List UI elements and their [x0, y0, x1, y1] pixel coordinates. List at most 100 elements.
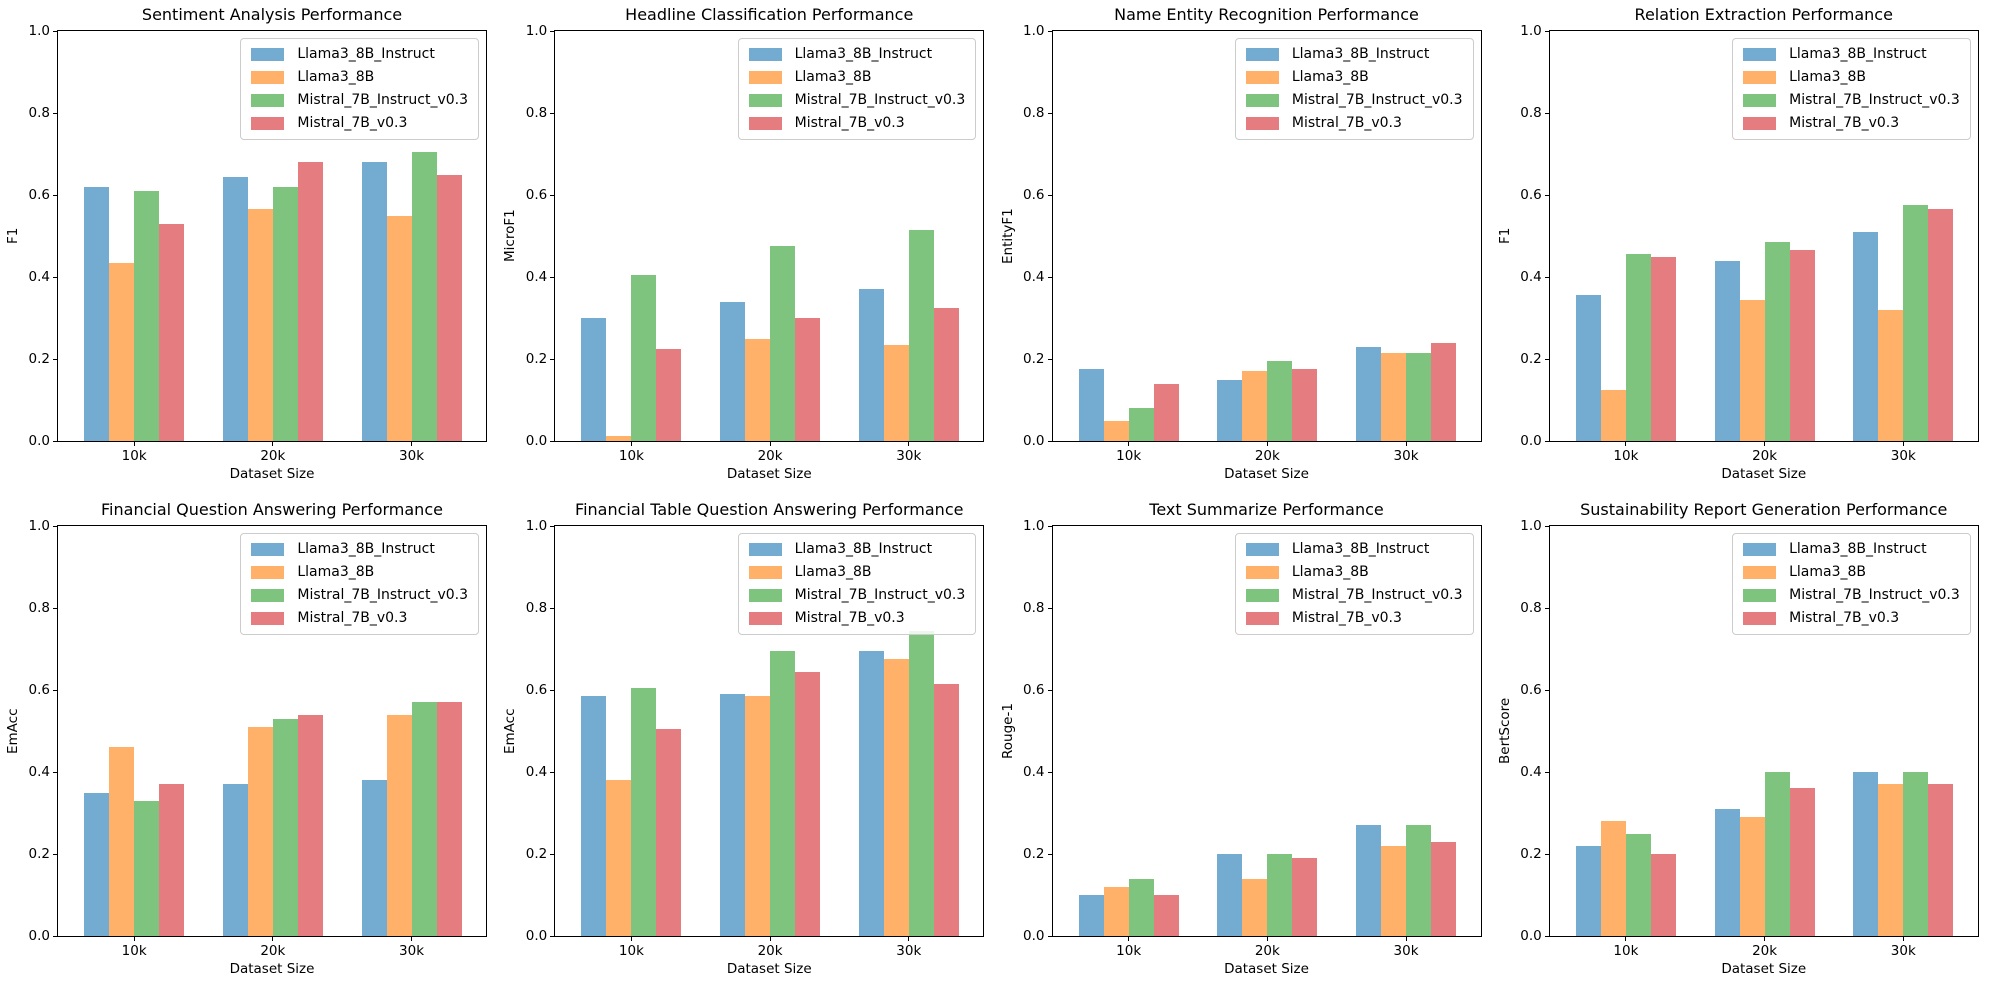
chart-title: Name Entity Recognition Performance [1114, 5, 1419, 24]
legend-label: Mistral_7B_Instruct_v0.3 [794, 92, 966, 108]
y-tick-mark [550, 440, 556, 442]
subplot-sustainability-report-generation: Sustainability Report Generation Perform… [1492, 495, 1989, 990]
y-tick-mark [1544, 935, 1550, 937]
bar-Llama3_8B_Instruct-30k [361, 162, 387, 441]
bar-Mistral_7B_Instruct_v0.3-30k [908, 630, 934, 936]
legend-label: Llama3_8B [1291, 69, 1369, 85]
bar-Llama3_8B_Instruct-20k [720, 301, 746, 441]
y-tick-label: 0.6 [1023, 682, 1045, 698]
y-tick-mark [550, 358, 556, 360]
legend-swatch [748, 48, 782, 61]
legend-entry: Llama3_8B [1743, 70, 1960, 85]
legend-label: Llama3_8B_Instruct [794, 541, 933, 557]
y-tick-mark [550, 194, 556, 196]
bar-Mistral_7B_v0.3-20k [795, 671, 821, 936]
y-tick-mark [53, 112, 58, 114]
bar-Llama3_8B-20k [247, 726, 273, 936]
legend-label: Mistral_7B_v0.3 [1789, 610, 1900, 626]
legend-label: Llama3_8B_Instruct [1291, 541, 1430, 557]
x-tick-mark [133, 936, 135, 941]
y-tick-label: 0.6 [28, 682, 50, 698]
y-tick-label: 0.0 [1023, 928, 1045, 944]
y-tick-mark [1047, 935, 1053, 937]
bar-Mistral_7B_Instruct_v0.3-30k [908, 229, 934, 441]
x-tick-label: 10k [618, 943, 644, 959]
x-tick-label: 30k [399, 943, 425, 959]
legend-swatch [251, 612, 285, 625]
y-tick-label: 0.0 [525, 433, 548, 449]
legend-entry: Llama3_8B_Instruct [1245, 47, 1463, 62]
bar-Llama3_8B_Instruct-20k [222, 784, 248, 936]
legend-label: Llama3_8B [1789, 564, 1867, 580]
x-tick-mark [1902, 936, 1904, 941]
bar-Llama3_8B_Instruct-20k [1714, 808, 1740, 936]
y-tick-mark [53, 358, 58, 360]
x-tick-mark [630, 441, 632, 446]
bar-Llama3_8B-10k [606, 436, 632, 441]
bar-Llama3_8B-10k [606, 780, 632, 936]
subplot-financial-table-question-answering: Financial Table Question Answering Perfo… [497, 495, 994, 990]
y-tick-label: 0.4 [1023, 764, 1045, 780]
legend-swatch [251, 589, 285, 602]
x-tick-mark [1405, 936, 1407, 941]
bar-Llama3_8B_Instruct-10k [581, 696, 607, 936]
bar-Mistral_7B_Instruct_v0.3-10k [631, 687, 657, 936]
legend-entry: Mistral_7B_v0.3 [748, 116, 966, 131]
y-tick-label: 0.2 [1023, 351, 1045, 367]
y-tick-mark [1047, 30, 1053, 32]
y-tick-label: 0.6 [1520, 187, 1542, 203]
y-tick-mark [1544, 440, 1550, 442]
y-tick-label: 0.6 [28, 187, 50, 203]
bar-Mistral_7B_v0.3-30k [933, 683, 959, 936]
legend-swatch [1743, 94, 1777, 107]
y-tick-mark [550, 607, 556, 609]
y-tick-mark [53, 440, 58, 442]
bar-Llama3_8B_Instruct-10k [1575, 845, 1601, 936]
bar-Mistral_7B_Instruct_v0.3-20k [1267, 854, 1293, 936]
subplot-financial-question-answering: Financial Question Answering Performance… [0, 495, 497, 990]
legend-swatch [1245, 612, 1279, 625]
bar-Mistral_7B_Instruct_v0.3-10k [1128, 878, 1154, 936]
bar-Llama3_8B-10k [109, 262, 135, 441]
legend: Llama3_8B_Instruct Llama3_8B Mistral_7B_In… [737, 533, 977, 635]
legend: Llama3_8B_Instruct Llama3_8B Mistral_7B_In… [1732, 38, 1971, 140]
legend: Llama3_8B_Instruct Llama3_8B Mistral_7B_In… [240, 38, 479, 140]
y-tick-mark [1544, 194, 1550, 196]
legend-swatch [251, 566, 285, 579]
legend-entry: Mistral_7B_v0.3 [748, 611, 966, 626]
y-tick-label: 1.0 [525, 518, 548, 534]
y-tick-mark [550, 853, 556, 855]
legend-swatch [1743, 589, 1777, 602]
legend: Llama3_8B_Instruct Llama3_8B Mistral_7B_In… [1234, 38, 1474, 140]
bar-Mistral_7B_Instruct_v0.3-20k [770, 246, 796, 441]
x-tick-mark [411, 936, 413, 941]
bar-Mistral_7B_Instruct_v0.3-10k [134, 190, 160, 441]
y-axis-label: EntityF1 [999, 208, 1016, 264]
bar-Mistral_7B_v0.3-10k [159, 223, 185, 441]
bar-Llama3_8B-30k [1381, 845, 1407, 936]
bar-Mistral_7B_Instruct_v0.3-20k [272, 186, 298, 441]
bar-Mistral_7B_Instruct_v0.3-30k [411, 151, 437, 441]
x-tick-mark [1902, 441, 1904, 446]
chart-title: Sentiment Analysis Performance [141, 5, 403, 24]
plot-area: 0.0 0.2 0.4 0.6 0.8 1.0 10k 20k 30k Llama3_8B_Ins… [1023, 23, 1482, 464]
x-tick-label: 30k [1393, 943, 1419, 959]
x-tick-label: 10k [618, 448, 644, 464]
legend-swatch [1743, 117, 1777, 130]
x-axis-label: Dataset Size [726, 961, 812, 977]
x-axis-label: Dataset Size [1721, 961, 1807, 977]
bar-Mistral_7B_Instruct_v0.3-10k [631, 274, 657, 441]
bar-Llama3_8B_Instruct-30k [361, 780, 387, 936]
x-tick-label: 30k [1890, 943, 1916, 959]
bar-Mistral_7B_v0.3-10k [1153, 383, 1179, 441]
bar-Mistral_7B_v0.3-30k [1431, 342, 1457, 441]
legend-label: Llama3_8B_Instruct [1789, 46, 1927, 62]
bar-Mistral_7B_Instruct_v0.3-10k [1128, 408, 1154, 441]
chart-title: Headline Classification Performance [625, 5, 914, 24]
y-tick-mark [550, 771, 556, 773]
y-tick-label: 0.4 [28, 764, 50, 780]
bar-Llama3_8B_Instruct-20k [1217, 854, 1243, 936]
legend-entry: Llama3_8B_Instruct [748, 541, 966, 557]
legend-entry: Llama3_8B_Instruct [748, 47, 966, 62]
legend-swatch [251, 94, 285, 107]
